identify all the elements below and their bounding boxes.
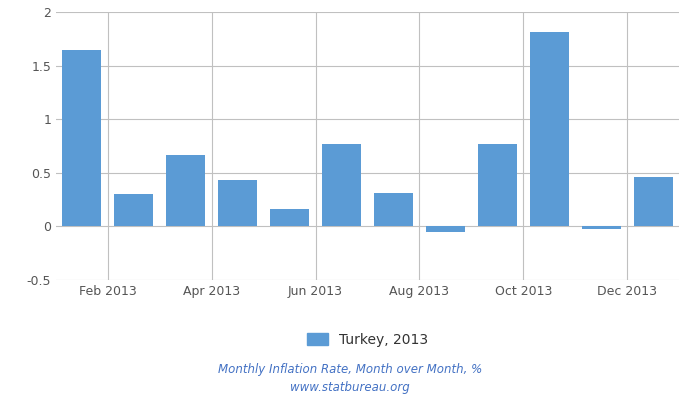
Bar	[322, 144, 361, 226]
Bar	[530, 32, 568, 226]
Bar	[218, 180, 257, 226]
Text: www.statbureau.org: www.statbureau.org	[290, 381, 410, 394]
Bar	[374, 193, 413, 226]
Bar	[426, 226, 465, 232]
Bar	[478, 144, 517, 226]
Text: Monthly Inflation Rate, Month over Month, %: Monthly Inflation Rate, Month over Month…	[218, 364, 482, 376]
Bar	[634, 177, 673, 226]
Bar	[114, 194, 153, 226]
Bar	[270, 209, 309, 226]
Bar	[167, 154, 205, 226]
Legend: Turkey, 2013: Turkey, 2013	[302, 327, 433, 352]
Bar	[62, 50, 102, 226]
Bar	[582, 226, 621, 228]
